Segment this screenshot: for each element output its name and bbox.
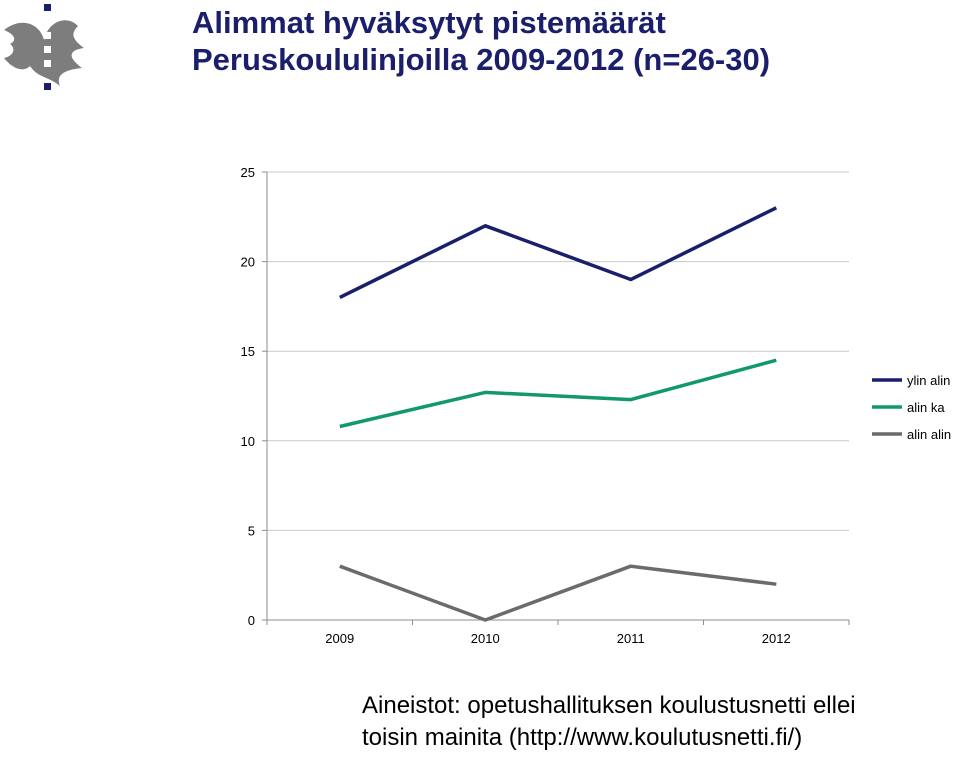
footnote-line-2: toisin mainita (http://www.koulutusnetti… — [362, 724, 803, 751]
y-tick-label: 25 — [241, 165, 255, 180]
helsinki-university-logo-icon — [4, 4, 84, 90]
x-tick-label: 2009 — [325, 631, 354, 646]
source-footnote: Aineistot: opetushallituksen koulustusne… — [362, 690, 856, 754]
legend-label: alin alin — [907, 427, 951, 442]
legend: ylin alin alin ka alin alin — [872, 373, 951, 442]
title-line-1: Alimmat hyväksytyt pistemäärät — [192, 5, 666, 40]
legend-label: ylin alin — [907, 373, 950, 388]
y-tick-label: 15 — [241, 344, 255, 359]
series-line-alin-ka — [339, 358, 777, 429]
series-line-ylin-alin — [339, 206, 778, 299]
axis-layer: 0 5 10 15 20 25 2009 2010 2011 2012 — [241, 165, 850, 646]
y-tick-label: 5 — [248, 523, 255, 538]
x-tick-label: 2010 — [471, 631, 500, 646]
x-tick-label: 2012 — [762, 631, 791, 646]
series-line-alin-alin — [339, 564, 777, 622]
x-tick-label: 2011 — [617, 631, 645, 646]
y-tick-label: 20 — [241, 255, 255, 270]
line-chart: 0 5 10 15 20 25 2009 2010 2011 2012 ylin alin alin… — [241, 165, 952, 646]
title-line-2: Peruskoululinjoilla 2009-2012 (n=26-30) — [192, 42, 771, 77]
footnote-line-1: Aineistot: opetushallituksen koulustusne… — [362, 692, 856, 719]
y-tick-label: 0 — [248, 613, 255, 628]
page-title: Alimmat hyväksytyt pistemäärät Peruskoul… — [192, 4, 770, 78]
legend-label: alin ka — [907, 400, 945, 415]
y-tick-label: 10 — [241, 434, 255, 449]
series-layer — [339, 206, 778, 622]
